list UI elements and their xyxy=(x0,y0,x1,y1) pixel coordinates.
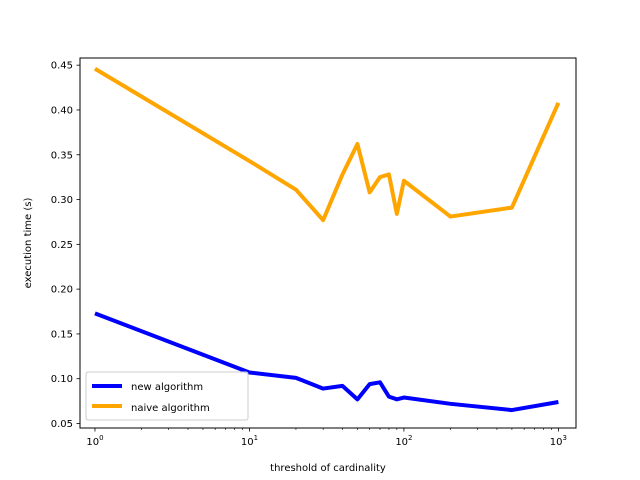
y-tick-label: 0.10 xyxy=(51,374,73,385)
series-line-naive-algorithm xyxy=(93,67,561,223)
x-tick-label: 101 xyxy=(241,434,258,448)
y-axis-label: execution time (s) xyxy=(23,198,34,289)
x-tick-label: 102 xyxy=(395,434,412,448)
x-tick-label: 100 xyxy=(86,434,103,448)
x-axis: 100 101 102 103 xyxy=(86,428,567,448)
y-tick-label: 0.30 xyxy=(51,195,73,206)
legend-box xyxy=(85,371,249,421)
y-tick-label: 0.20 xyxy=(51,285,73,296)
x-tick-label: 103 xyxy=(550,434,567,448)
y-tick-label: 0.35 xyxy=(51,150,73,161)
legend: new algorithm naive algorithm xyxy=(85,371,249,421)
x-axis-label: threshold of cardinality xyxy=(270,463,386,474)
y-tick-label: 0.45 xyxy=(51,61,73,72)
y-tick-label: 0.05 xyxy=(51,419,73,430)
series-layer xyxy=(93,67,561,413)
plot-frame xyxy=(79,57,577,429)
y-tick-label: 0.15 xyxy=(51,329,73,340)
plot-area xyxy=(80,58,576,428)
y-tick-label: 0.40 xyxy=(51,105,73,116)
legend-label-new-algorithm: new algorithm xyxy=(131,382,203,393)
series-line-new-algorithm xyxy=(94,311,559,413)
y-axis: 0.05 0.10 0.15 0.20 0.25 0.30 0.35 0.40 0.45 xyxy=(51,61,80,430)
legend-label-naive-algorithm: naive algorithm xyxy=(131,403,210,414)
y-tick-label: 0.25 xyxy=(51,240,73,251)
